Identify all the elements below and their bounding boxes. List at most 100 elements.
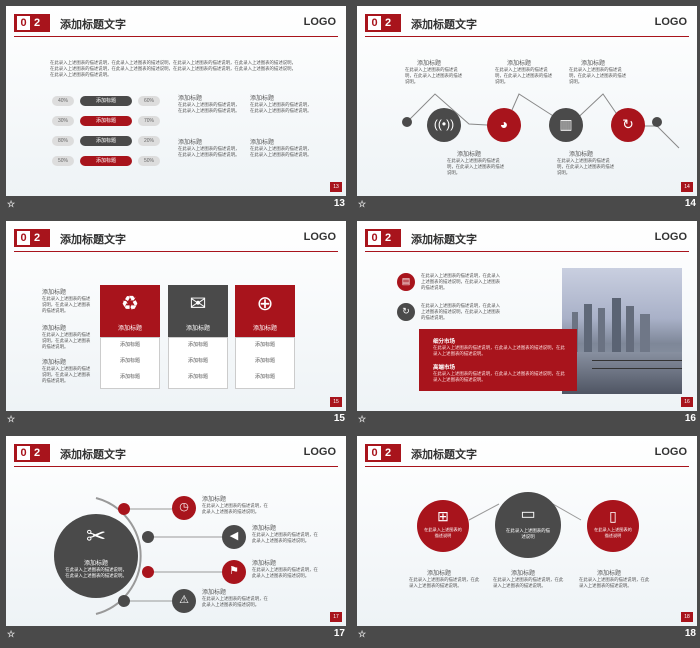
tools-icon: ✂	[85, 523, 107, 550]
bar-left-pct: 30%	[52, 116, 74, 126]
item-text: 在此录入上述图表的描述说明，在此录入上述图表的描述说明。	[557, 158, 615, 175]
circle-item: ▯ 在此录入上述图表的描述说明	[587, 500, 639, 552]
market-box: 细分市场 在此录入上述图表的描述说明，在此录入上述图表的描述说明，在此录入上述图…	[419, 329, 577, 391]
item-title: 添加标题	[252, 561, 277, 567]
header-divider	[365, 251, 689, 252]
intro-text: 在此录入上述图表的描述说明，在此录入上述图表的描述说明，在此录入上述图表的描述说…	[50, 60, 296, 77]
card-row: 添加标题	[254, 342, 275, 348]
logo: LOGO	[654, 231, 687, 243]
block-text: 在此录入上述图表的描述说明，在此录入上述图表的描述说明。	[178, 102, 240, 113]
block-title: 添加标题	[178, 140, 203, 146]
bar-right-pct: 20%	[138, 136, 160, 146]
block-text: 在此录入上述图表的描述说明，在此录入上述图表的描述说明。	[178, 146, 240, 157]
bar-label: 添加标题	[80, 156, 132, 166]
warning-icon: ⚠	[172, 589, 196, 613]
node-dot	[142, 531, 154, 543]
thumb-footer: ☆ 13	[3, 198, 349, 212]
bar-left-pct: 50%	[52, 156, 74, 166]
item-text: 在此录入上述图表的描述说明，在此录入上述图表的描述说明。	[495, 67, 553, 84]
chart-icon: ▤	[397, 273, 415, 291]
wave-line	[406, 93, 680, 149]
center-circle: ✂ 添加标题 在此录入上述图表的描述说明，在此录入上述图表的描述说明。	[54, 514, 138, 598]
bar-right-pct: 60%	[138, 96, 160, 106]
network-icon: ⊞	[437, 508, 449, 524]
signpost-icon: ⚑	[222, 560, 246, 584]
card-row: 添加标题	[119, 342, 140, 348]
bar-left-pct: 40%	[52, 96, 74, 106]
card-title: 添加标题	[117, 326, 142, 332]
item-text: 在此录入上述图表的描述说明，在此录入上述图表的描述说明。	[252, 532, 318, 543]
card-row: 添加标题	[187, 342, 208, 348]
node-dot	[142, 566, 154, 578]
star-icon[interactable]: ☆	[7, 199, 16, 209]
point-text: 在此录入上述图表的描述说明，在此录入上述图表的描述说明，在此录入上述图表的描述说…	[421, 303, 501, 320]
circle-text: 在此录入上述图表的描述说明	[506, 528, 550, 539]
card-title: 添加标题	[185, 326, 210, 332]
slide-title: 添加标题文字	[60, 449, 126, 461]
mail-icon: ✉	[189, 293, 207, 315]
item-text: 在此录入上述图表的描述说明，在此录入上述图表的描述说明。	[579, 577, 650, 588]
card-body: 添加标题 添加标题 添加标题	[235, 337, 295, 389]
endpoint-dot	[402, 117, 412, 127]
item-text: 在此录入上述图表的描述说明，在此录入上述图表的描述说明。	[252, 567, 318, 578]
block-title: 添加标题	[250, 96, 275, 102]
star-icon[interactable]: ☆	[7, 414, 16, 424]
star-icon[interactable]: ☆	[358, 199, 367, 209]
card-head: ✉ 添加标题	[168, 285, 228, 337]
city-skyline-photo	[562, 268, 682, 394]
side-title: 添加标题	[42, 326, 67, 332]
bar-left-pct: 80%	[52, 136, 74, 146]
card-row: 添加标题	[187, 374, 208, 380]
slide-title: 添加标题文字	[60, 19, 126, 31]
devices-icon: ▯	[609, 508, 617, 524]
megaphone-icon: ◀	[222, 525, 246, 549]
card-row: 添加标题	[187, 358, 208, 364]
thumb-footer: ☆ 17	[3, 628, 349, 642]
card-head: ♻ 添加标题	[100, 285, 160, 337]
card-title: 添加标题	[252, 326, 277, 332]
bar-label: 添加标题	[80, 136, 132, 146]
logo: LOGO	[654, 16, 687, 28]
item-title: 添加标题	[427, 571, 452, 577]
thumb-footer: ☆ 18	[354, 628, 700, 642]
page-badge: 14	[681, 182, 693, 192]
block-title: 添加标题	[178, 96, 203, 102]
slide-title: 添加标题文字	[411, 19, 477, 31]
header-divider	[365, 36, 689, 37]
header-divider	[14, 466, 338, 467]
bar-right-pct: 50%	[138, 156, 160, 166]
item-text: 在此录入上述图表的描述说明，在此录入上述图表的描述说明。	[409, 577, 480, 588]
star-icon[interactable]: ☆	[7, 629, 16, 639]
page-badge: 16	[681, 397, 693, 407]
star-icon[interactable]: ☆	[358, 414, 367, 424]
pie-chart-icon: ◕	[487, 108, 521, 142]
star-icon[interactable]: ☆	[358, 629, 367, 639]
block-text: 在此录入上述图表的描述说明，在此录入上述图表的描述说明。	[250, 102, 312, 113]
item-title: 添加标题	[417, 61, 442, 67]
laptop-icon: ▭	[520, 506, 536, 523]
item-title: 添加标题	[581, 61, 606, 67]
bar-label: 添加标题	[80, 96, 132, 106]
item-title: 添加标题	[202, 590, 227, 596]
item-text: 在此录入上述图表的描述说明，在此录入上述图表的描述说明。	[569, 67, 627, 84]
circle-text: 在此录入上述图表的描述说明	[594, 527, 632, 538]
page-badge: 18	[681, 612, 693, 622]
refresh-icon: ↻	[397, 303, 415, 321]
circle-item: ▭ 在此录入上述图表的描述说明	[495, 492, 561, 558]
side-title: 添加标题	[42, 360, 67, 366]
header-divider	[365, 466, 689, 467]
